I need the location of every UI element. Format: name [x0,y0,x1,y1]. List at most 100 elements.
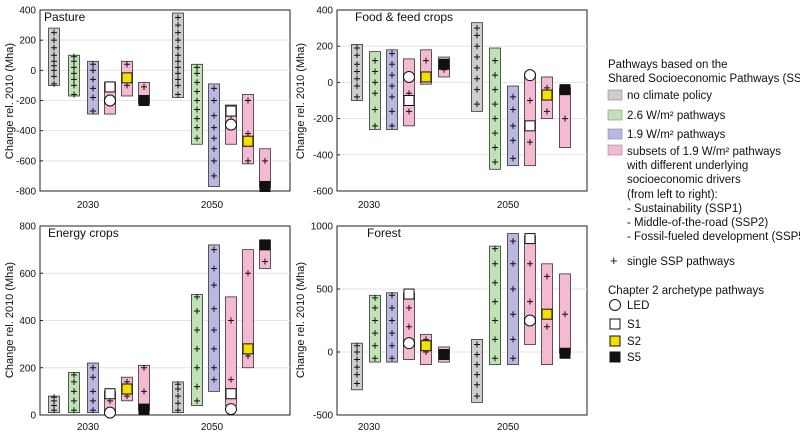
single-ssp-cross [389,122,395,129]
single-ssp-cross [175,400,181,407]
single-ssp-cross [510,336,516,343]
single-ssp-cross [492,355,498,362]
single-ssp-cross [175,393,181,400]
single-ssp-cross [71,371,77,378]
marker-s5 [259,180,271,192]
panel-pasture: Pasture Change rel. 2010 (Mha) 2030 2050… [4,6,291,211]
single-ssp-cross [372,304,378,311]
legend-label: no climate policy [627,90,712,102]
single-ssp-cross [245,157,251,164]
single-ssp-cross [510,286,516,292]
single-ssp-cross [389,83,395,90]
legend-title: Pathways based on the [608,59,728,71]
marker-led [403,70,415,83]
single-ssp-cross [90,94,96,101]
single-ssp-cross [194,64,200,71]
single-ssp-cross [211,364,217,371]
single-ssp-cross [372,342,378,349]
y-tick-label: -400 [16,126,36,137]
single-ssp-cross [141,83,147,90]
legend-subset-line: - Middle-of-the-road (SSP2) [627,217,768,229]
legend-subset-line: (from left to right): [627,189,718,201]
single-ssp-cross [175,76,181,83]
single-ssp-cross [51,37,57,44]
range-box [191,63,203,145]
single-ssp-cross [527,139,533,146]
single-ssp-cross [175,70,181,77]
single-ssp-cross [71,53,77,60]
range-box [242,249,254,369]
single-ssp-cross [474,54,480,61]
single-ssp-cross [354,45,360,52]
single-ssp-cross [262,157,268,164]
single-ssp-cross [474,341,480,348]
single-ssp-cross [474,64,480,71]
single-ssp-cross [492,279,498,286]
single-ssp-cross [71,64,77,71]
single-ssp-cross [389,93,395,100]
single-ssp-cross [492,298,498,305]
y-tick-label: 200 [19,36,36,47]
marker-s2 [541,308,553,320]
single-ssp-cross [194,364,200,371]
single-ssp-cross [492,159,498,166]
legend: Pathways based on the Shared Socioeconom… [607,59,800,364]
single-ssp-cross [492,101,498,108]
x-tick-label: 2050 [201,200,224,211]
marker-s1 [104,81,116,93]
single-ssp-cross [211,85,217,92]
legend-label: S1 [627,319,641,331]
single-ssp-cross [194,97,200,104]
y-tick-label: -200 [16,96,36,107]
single-ssp-cross [175,58,181,65]
single-ssp-cross [389,108,395,115]
marker-s2 [121,383,133,395]
single-ssp-cross [423,57,429,64]
y-tick-label: 200 [19,363,36,374]
range-box [208,83,220,187]
marker-s2 [242,343,254,355]
marker-s5 [559,84,571,96]
legend-subset-line: socioeconomic drivers [627,174,741,186]
single-ssp-cross [211,157,217,164]
single-ssp-cross [544,108,550,115]
single-ssp-cross [372,68,378,75]
single-ssp-cross [194,79,200,86]
legend-swatch-2-6 [607,109,623,121]
range-box [420,49,432,85]
single-ssp-cross [389,50,395,57]
range-box [208,244,220,392]
y-tick-label: 0 [327,78,333,89]
panel-energy-crops: Energy crops Change rel. 2010 (Mha) 2030… [4,222,291,433]
single-ssp-cross [510,311,516,318]
single-ssp-cross [211,135,217,142]
single-ssp-cross [474,86,480,93]
single-ssp-cross [175,22,181,29]
marker-s5 [259,239,271,251]
marker-s1 [524,120,536,132]
panel-forest: Forest Change rel. 2010 (Mha) 2030 2050 … [295,222,588,433]
single-ssp-cross [71,91,77,98]
single-ssp-cross [389,292,395,299]
plot-area: -800 -600 -400 -200 0 200 400 [16,6,290,198]
range-box [242,94,254,165]
marker-s1 [403,288,415,300]
single-ssp-cross [51,394,57,401]
marker-s1 [524,233,536,245]
single-ssp-cross [228,376,234,383]
single-ssp-cross [51,58,57,65]
single-ssp-cross [354,349,360,355]
y-tick-label: 500 [316,285,333,296]
panel-frame [336,9,588,192]
panel-title: Forest [367,226,402,240]
single-ssp-cross [354,93,360,100]
single-ssp-cross [354,75,360,82]
single-ssp-cross [372,106,378,113]
single-ssp-cross [211,376,217,383]
legend-square-white-icon [609,318,621,330]
marker-s5 [138,403,150,415]
single-ssp-cross [372,90,378,97]
single-ssp-cross [474,32,480,39]
single-ssp-cross [354,52,360,59]
